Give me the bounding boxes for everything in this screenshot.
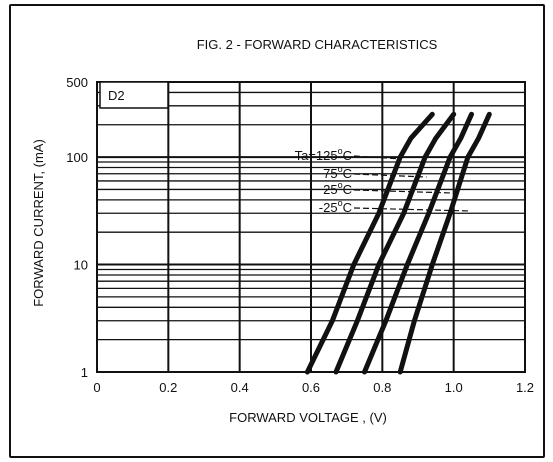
series-leader-line: [353, 173, 427, 178]
y-tick-label: 500: [66, 75, 88, 90]
series-label-text: 75oC: [323, 164, 352, 181]
series-label-3: 25oC: [323, 180, 452, 197]
series-leader-line: [353, 189, 452, 194]
curves: [304, 111, 492, 375]
curve-series-3: [362, 111, 474, 375]
y-tick-labels: 1 10 100 500: [66, 75, 88, 380]
curve-series-2: [333, 111, 457, 375]
curve-series-1: [304, 111, 435, 375]
x-tick-label: 0.6: [302, 380, 320, 395]
y-axis-label: FORWARD CURRENT, (mA): [31, 139, 46, 307]
chart-title: FIG. 2 - FORWARD CHARACTERISTICS: [197, 37, 438, 52]
plot-border: [96, 81, 526, 373]
series-label-text: Ta=125oC: [295, 146, 352, 163]
series-label-4: -25oC: [319, 198, 471, 215]
y-tick-label: 1: [81, 365, 88, 380]
x-tick-label: 1.2: [516, 380, 534, 395]
x-tick-label: 0.2: [159, 380, 177, 395]
plot-border-rect: [96, 81, 526, 373]
x-tick-labels: 0 0.2 0.4 0.6 0.8 1.0 1.2: [93, 380, 534, 395]
series-label-1: Ta=125oC: [295, 146, 402, 163]
series-leader-line: [353, 207, 471, 212]
panel-label-box: D2: [99, 81, 169, 109]
x-tick-label: 1.0: [445, 380, 463, 395]
series-label-text: 25oC: [323, 180, 352, 197]
y-tick-label: 100: [66, 150, 88, 165]
x-tick-label: 0.4: [231, 380, 249, 395]
y-tick-label: 10: [74, 258, 88, 273]
curve-series-4: [397, 111, 492, 375]
x-axis-label: FORWARD VOLTAGE , (V): [229, 410, 387, 425]
x-tick-label: 0: [93, 380, 100, 395]
panel-label-frame: [99, 81, 169, 109]
series-leader-line: [353, 155, 402, 160]
series-label-2: 75oC: [323, 164, 427, 181]
panel-label: D2: [108, 88, 125, 103]
x-tick-label: 0.8: [373, 380, 391, 395]
series-label-text: -25oC: [319, 198, 352, 215]
